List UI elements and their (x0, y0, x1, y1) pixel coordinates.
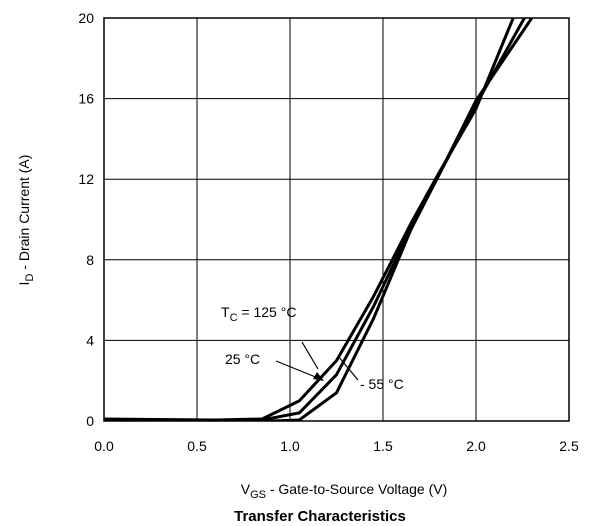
y-tick-label: 16 (78, 91, 94, 107)
x-tick-label: 2.5 (559, 438, 579, 454)
series-line-2 (104, 18, 534, 421)
y-tick-label: 20 (78, 10, 94, 26)
y-axis-label: ID - Drain Current (A) (16, 155, 36, 286)
annotation-arrow-25c (275, 360, 319, 379)
y-tick-label: 4 (86, 332, 94, 348)
grid (104, 18, 569, 421)
x-tick-labels: 0.0 0.5 1.0 1.5 2.0 2.5 (94, 438, 579, 454)
annotation-arrow-neg55c (337, 355, 359, 381)
annotation-arrow-125c (301, 341, 319, 370)
plot-frame (103, 17, 570, 422)
annotation-neg55c: - 55 °C (360, 376, 404, 392)
y-tick-label: 0 (86, 413, 94, 429)
x-tick-label: 0.0 (94, 438, 114, 454)
x-axis-label: VGS - Gate-to-Source Voltage (V) (241, 481, 448, 501)
y-tick-label: 12 (78, 171, 94, 187)
annotation-25c: 25 °C (225, 351, 260, 367)
annotation-arrowhead-25c (313, 372, 324, 381)
x-tick-label: 1.0 (280, 438, 300, 454)
x-tick-label: 0.5 (187, 438, 207, 454)
series-line-1 (104, 18, 526, 421)
chart-title: Transfer Characteristics (234, 508, 406, 525)
series-line-0 (104, 18, 515, 421)
y-tick-label: 8 (86, 252, 94, 268)
x-tick-label: 1.5 (373, 438, 393, 454)
series-group (104, 18, 534, 421)
x-tick-label: 2.0 (466, 438, 486, 454)
y-tick-labels: 0 4 8 12 16 20 (78, 10, 94, 429)
annotation-tc-125: TC = 125 °C (221, 304, 296, 324)
